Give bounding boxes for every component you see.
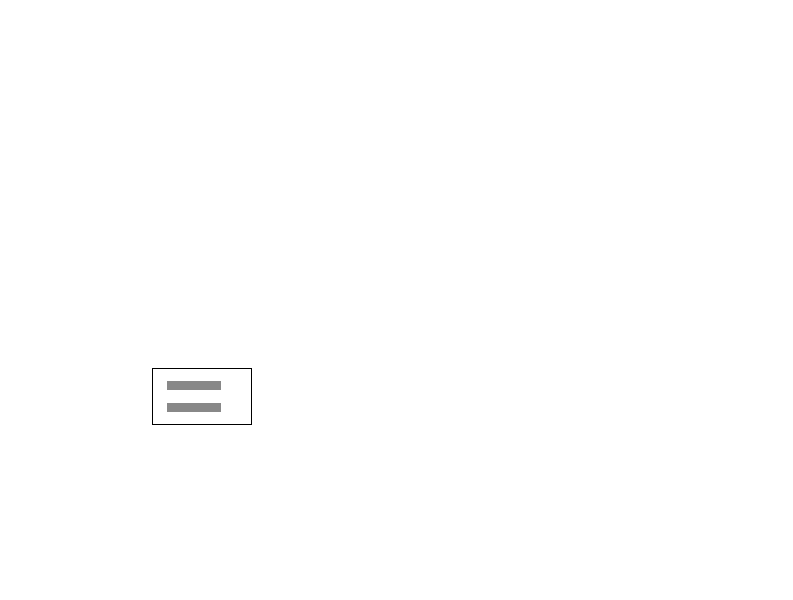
legend-item-left-vertices xyxy=(167,381,235,390)
legend xyxy=(152,368,252,425)
legend-item-right-vertices xyxy=(167,403,235,412)
x-axis-label xyxy=(449,555,455,590)
y-axis-label xyxy=(17,238,52,239)
legend-swatch-left-vertices xyxy=(167,381,221,390)
legend-swatch-right-vertices xyxy=(167,403,221,412)
